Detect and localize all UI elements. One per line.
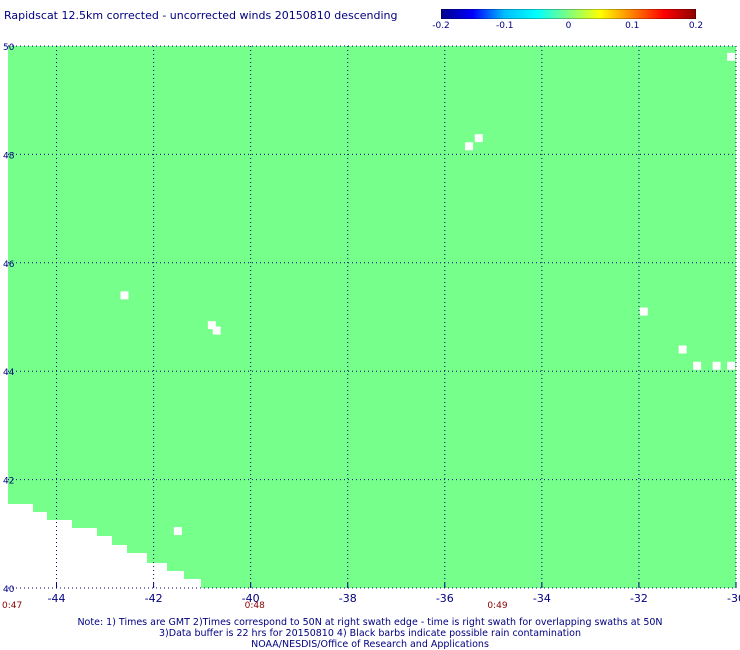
time-label: 0:47 bbox=[2, 601, 22, 611]
lat-tick-label: 40 bbox=[3, 585, 15, 595]
lon-tick-label: -34 bbox=[533, 592, 551, 605]
lon-tick-label: -38 bbox=[339, 592, 357, 605]
missing-data-cell bbox=[727, 53, 735, 61]
lat-tick-label: 46 bbox=[3, 260, 15, 270]
missing-data-cell bbox=[465, 142, 473, 150]
missing-data-cell bbox=[174, 527, 182, 535]
missing-data-cell bbox=[475, 134, 483, 142]
note-line-1: Note: 1) Times are GMT 2)Times correspon… bbox=[0, 617, 740, 628]
missing-data-cell bbox=[213, 327, 221, 335]
lon-tick-label: -36 bbox=[436, 592, 454, 605]
lat-tick-label: 48 bbox=[3, 151, 15, 161]
time-label: 0:49 bbox=[487, 601, 507, 611]
missing-data-cell bbox=[120, 291, 128, 299]
lat-tick-label: 44 bbox=[3, 368, 15, 378]
lat-tick-label: 50 bbox=[3, 43, 15, 53]
missing-data-cell bbox=[727, 362, 735, 370]
missing-data-cell bbox=[713, 362, 721, 370]
note-line-3: NOAA/NESDIS/Office of Research and Appli… bbox=[0, 639, 740, 650]
note-line-2: 3)Data buffer is 22 hrs for 20150810 4) … bbox=[0, 628, 740, 639]
time-label: 0:48 bbox=[245, 601, 265, 611]
lon-tick-label: -30 bbox=[727, 592, 740, 605]
lat-tick-label: 42 bbox=[3, 477, 14, 487]
lon-tick-label: -32 bbox=[630, 592, 648, 605]
wind-difference-field bbox=[8, 46, 736, 588]
missing-data-cell bbox=[679, 346, 687, 354]
lon-tick-label: -44 bbox=[48, 592, 66, 605]
missing-data-cell bbox=[693, 362, 701, 370]
missing-data-cell bbox=[640, 308, 648, 316]
lon-tick-label: -42 bbox=[145, 592, 163, 605]
